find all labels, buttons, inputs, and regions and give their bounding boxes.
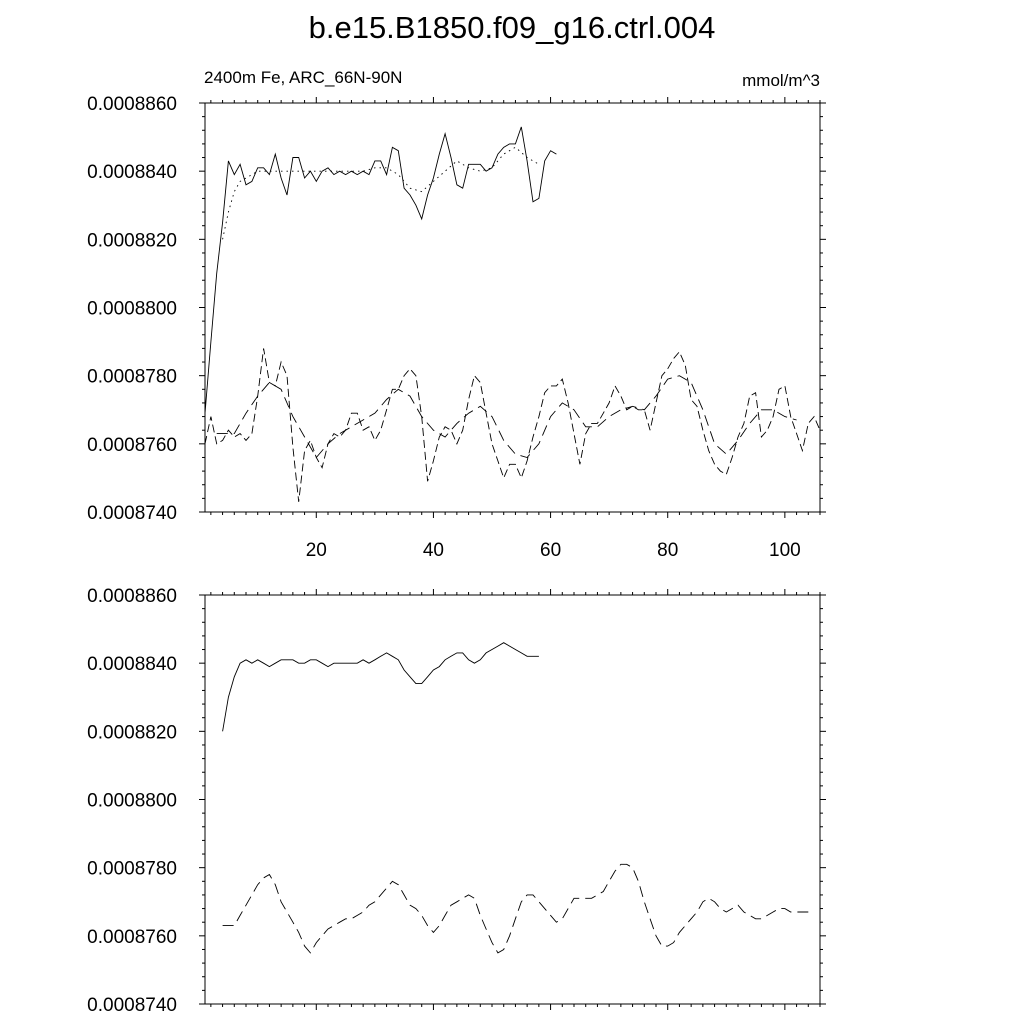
panel-1-xtick-label: 20 [306,540,327,561]
panel-2-series-long-dash-line [222,863,809,954]
panel-1-ytick-label: 0.0008800 [87,299,177,320]
panel-1-xtick-label: 40 [423,540,444,561]
panel-1-ytick-label: 0.0008820 [87,230,177,251]
panel-1-ytick-label: 0.0008860 [87,94,177,115]
panel-1-ytick-label: 0.0008760 [87,435,177,456]
panel-1-ytick-label: 0.0008780 [87,367,177,388]
panel-2-frame [204,594,821,1005]
panel-1-series-dashed-line [204,348,821,502]
panel-1-series-solid-line [204,126,557,414]
chart-title: b.e15.B1850.f09_g16.ctrl.004 [309,10,716,45]
panel-1-xtick-label: 60 [540,540,561,561]
panel-1-xtick-label: 100 [769,540,801,561]
panel-2-plot: 0.0008740 0.0008760 0.0008780 0.0008800 0.00… [87,586,826,1016]
panel-1-ytick-label: 0.0008740 [87,503,177,524]
panel-1-series-long-dash-line [216,375,797,459]
panel-2-ytick-label: 0.0008800 [87,791,177,812]
panel-2-ytick-label: 0.0008860 [87,586,177,607]
panel-1-xtick-label: 80 [657,540,678,561]
panel-1-subtitle-right: mmol/m^3 [742,71,820,90]
panel-1-ytick-label: 0.0008840 [87,162,177,183]
panel-1-subtitle-left: 2400m Fe, ARC_66N-90N [204,68,402,87]
panel-2-ytick-label: 0.0008840 [87,654,177,675]
panel-1-plot: 0.0008740 0.0008760 0.0008780 0.0008800 0.00… [87,94,826,561]
panel-2-ytick-label: 0.0008820 [87,722,177,743]
panel-2-ytick-label: 0.0008780 [87,859,177,880]
panel-2-series-solid-line [222,642,539,732]
panel-2-ytick-label: 0.0008760 [87,927,177,948]
panel-2-ytick-label: 0.0008740 [87,995,177,1016]
